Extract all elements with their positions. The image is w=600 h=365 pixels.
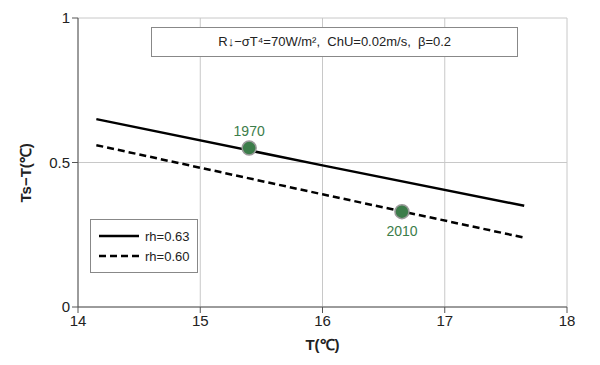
- svg-text:0.5: 0.5: [49, 154, 70, 171]
- svg-text:Ts−T(℃): Ts−T(℃): [17, 143, 34, 202]
- svg-text:18: 18: [559, 312, 576, 329]
- svg-text:14: 14: [70, 312, 87, 329]
- html-text:R↓−σT⁴=70W/m², ChU=0.02m/s, β=: R↓−σT⁴=70W/m², ChU=0.02m/s, β=0.2: [218, 34, 452, 50]
- svg-text:1970: 1970: [234, 123, 265, 139]
- svg-text:0: 0: [62, 298, 70, 315]
- svg-text:T(℃): T(℃): [305, 336, 339, 353]
- svg-text:1: 1: [62, 9, 70, 26]
- svg-text:16: 16: [314, 312, 331, 329]
- svg-text:17: 17: [436, 312, 453, 329]
- html-text:rh=0.60: rh=0.60: [145, 248, 190, 264]
- svg-text:15: 15: [192, 312, 209, 329]
- html-text:rh=0.63: rh=0.63: [145, 228, 190, 244]
- svg-text:2010: 2010: [386, 223, 417, 239]
